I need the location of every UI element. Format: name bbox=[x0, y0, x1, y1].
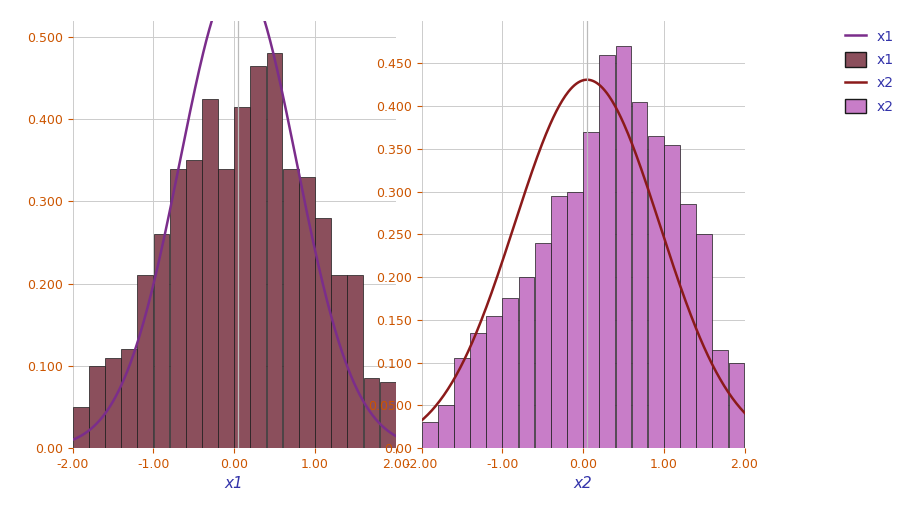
Bar bbox=[348, 276, 363, 448]
Bar bbox=[363, 378, 380, 448]
Bar bbox=[728, 363, 745, 448]
Bar bbox=[632, 102, 647, 448]
Bar bbox=[251, 66, 266, 448]
Bar bbox=[73, 407, 89, 448]
Bar bbox=[122, 349, 137, 448]
Bar bbox=[487, 316, 502, 448]
Bar bbox=[89, 366, 104, 448]
Bar bbox=[331, 276, 347, 448]
Bar bbox=[438, 405, 454, 448]
Bar bbox=[299, 177, 315, 448]
Bar bbox=[583, 132, 599, 448]
Bar bbox=[218, 168, 234, 448]
Bar bbox=[315, 218, 331, 448]
Bar bbox=[616, 46, 631, 448]
Bar bbox=[170, 168, 185, 448]
Bar bbox=[502, 299, 518, 448]
Bar bbox=[202, 99, 218, 448]
Bar bbox=[518, 277, 535, 448]
Bar bbox=[568, 192, 583, 448]
Bar bbox=[421, 422, 438, 448]
Bar bbox=[380, 382, 396, 448]
Bar bbox=[137, 276, 153, 448]
Bar bbox=[713, 350, 728, 448]
Bar bbox=[599, 55, 616, 448]
Bar bbox=[647, 136, 664, 448]
Bar bbox=[535, 243, 550, 448]
X-axis label: x1: x1 bbox=[225, 476, 243, 491]
Bar bbox=[153, 234, 170, 448]
Bar bbox=[186, 160, 202, 448]
Bar bbox=[454, 358, 469, 448]
Bar bbox=[664, 145, 680, 448]
Bar bbox=[267, 54, 282, 448]
Bar bbox=[234, 107, 250, 448]
X-axis label: x2: x2 bbox=[574, 476, 592, 491]
Bar bbox=[680, 204, 696, 448]
Bar bbox=[470, 333, 486, 448]
Bar bbox=[696, 234, 712, 448]
Bar bbox=[282, 168, 299, 448]
Bar bbox=[551, 196, 567, 448]
Bar bbox=[105, 357, 121, 448]
Legend: x1, x1, x2, x2: x1, x1, x2, x2 bbox=[838, 22, 901, 121]
